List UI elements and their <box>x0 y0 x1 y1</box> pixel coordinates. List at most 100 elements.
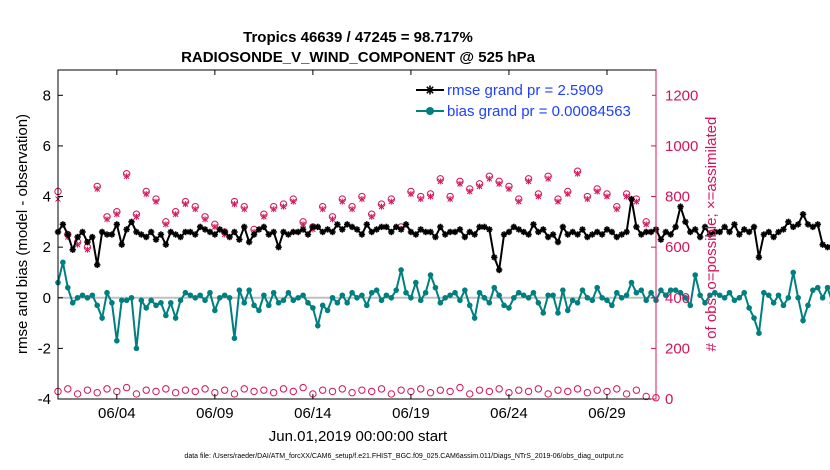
bias-point <box>496 292 502 299</box>
obs-assimilated-point <box>359 196 365 203</box>
y-axis-left: -4 -2 0 2 4 6 8 <box>38 87 63 408</box>
rmse-point <box>108 231 116 238</box>
obs-assimilated-point <box>94 185 101 192</box>
rmse-point <box>736 231 743 238</box>
bias-point <box>746 305 752 311</box>
obs-possible-point <box>220 386 229 394</box>
rmse-point <box>804 221 812 228</box>
rmse-point <box>495 266 503 274</box>
bias-point <box>329 294 336 301</box>
chart-title-line-2: RADIOSONDE_V_WIND_COMPONENT @ 525 hPa <box>181 49 536 66</box>
bias-point <box>574 300 581 306</box>
rmse-point <box>554 238 562 246</box>
rmse-point <box>221 228 228 236</box>
bias-point <box>246 287 252 293</box>
obs-assimilated-point <box>211 223 218 230</box>
rmse-point <box>574 231 581 238</box>
bias-point <box>300 292 306 299</box>
rmse-point <box>687 228 694 236</box>
rmse-point <box>481 223 488 231</box>
bias-point <box>648 289 654 296</box>
rmse-point <box>231 228 238 236</box>
bias-point <box>457 297 463 304</box>
bias-point <box>349 289 355 296</box>
bias-point <box>314 322 321 329</box>
rmse-point <box>662 228 670 236</box>
rmse-point <box>270 228 277 236</box>
bias-point <box>319 302 326 309</box>
obs-assimilated-point <box>329 216 336 223</box>
obs-possible-point <box>318 386 327 394</box>
rmse-point <box>696 233 704 241</box>
bias-point <box>721 294 728 301</box>
rmse-point <box>760 231 768 238</box>
bias-point <box>540 310 547 316</box>
bias-point <box>667 287 674 293</box>
rmse-point <box>236 236 243 243</box>
rmse-point <box>260 223 268 231</box>
rmse-point <box>275 243 282 251</box>
rmse-point <box>466 228 473 236</box>
bias-point <box>324 307 331 314</box>
bias-point <box>123 297 130 304</box>
bias-point <box>795 294 801 301</box>
bias-point <box>275 300 282 306</box>
rmse-point <box>265 231 272 238</box>
legend-rmse-marker <box>425 85 435 95</box>
legend-bias-label: bias grand pr = 0.00084563 <box>447 103 631 120</box>
rmse-point <box>535 228 542 236</box>
obs-possible-point <box>289 387 297 396</box>
rmse-point <box>358 231 366 238</box>
bias-point <box>599 294 605 301</box>
legend-box <box>412 78 652 122</box>
bias-point <box>569 297 576 304</box>
bias-point <box>256 307 262 314</box>
rmse-point <box>530 221 537 228</box>
bias-point <box>751 315 757 321</box>
bias-point <box>295 294 301 301</box>
bias-point <box>775 292 782 299</box>
bias-point <box>790 269 797 276</box>
bias-point <box>84 294 91 301</box>
bias-point <box>79 292 86 299</box>
bias-point <box>594 284 600 291</box>
rmse-point <box>451 228 459 236</box>
bias-point <box>354 294 360 301</box>
rmse-point <box>113 221 121 228</box>
obs-assimilated-point <box>476 183 483 190</box>
rmse-point <box>432 233 439 241</box>
rmse-point <box>775 228 782 236</box>
y-left-tick-label: -2 <box>38 340 51 357</box>
obs-assimilated-point <box>172 211 179 218</box>
bias-point <box>805 302 811 309</box>
bias-point <box>417 297 424 304</box>
bias-point <box>692 272 699 278</box>
rmse-point <box>343 221 351 228</box>
obs-possible-point <box>64 385 72 393</box>
rmse-point <box>407 228 415 236</box>
bias-point <box>462 287 468 293</box>
obs-possible-point <box>377 385 386 393</box>
y-right-tick-label: 600 <box>665 239 690 256</box>
rmse-point <box>638 231 645 238</box>
bias-point <box>545 292 551 299</box>
bias-point <box>207 289 213 296</box>
bias-point <box>383 292 390 299</box>
obs-assimilated-point <box>123 173 130 180</box>
bias-point <box>638 287 645 293</box>
rmse-point <box>437 223 444 231</box>
bias-point <box>221 292 228 299</box>
bias-point <box>486 300 493 306</box>
rmse-point <box>353 226 361 233</box>
rmse-point <box>397 226 405 233</box>
rmse-point <box>505 228 513 236</box>
rmse-point <box>525 231 532 238</box>
rmse-point <box>427 228 434 236</box>
obs-possible-point <box>475 386 484 394</box>
rmse-point <box>628 195 635 203</box>
obs-assimilated-point <box>457 180 463 187</box>
rmse-point <box>89 233 96 241</box>
rmse-point <box>750 223 758 231</box>
bias-point <box>74 294 81 301</box>
obs-assimilated-point <box>143 191 150 198</box>
